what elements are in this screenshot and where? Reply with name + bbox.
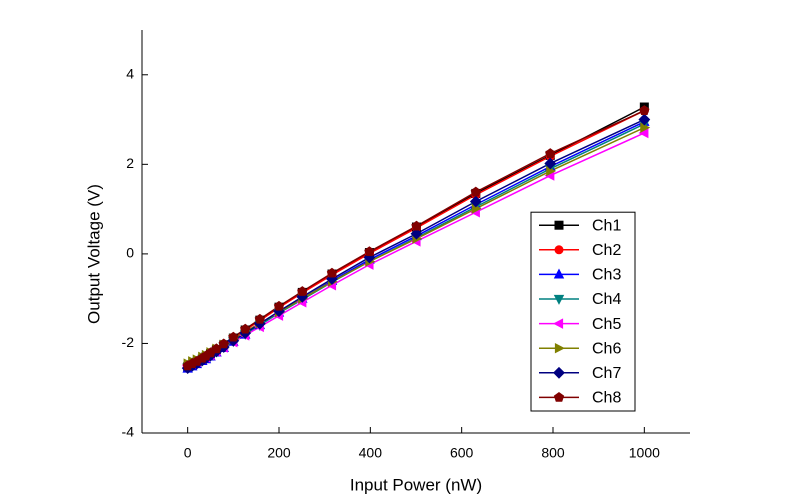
y-tick-label: 4 [126, 65, 134, 81]
legend-label: Ch6 [592, 340, 621, 357]
marker [553, 318, 564, 329]
marker [470, 186, 481, 197]
marker [545, 148, 556, 158]
legend-label: Ch4 [592, 291, 621, 308]
marker [554, 245, 564, 255]
legend-label: Ch1 [592, 217, 621, 234]
marker [638, 113, 651, 126]
marker [364, 246, 375, 257]
marker [240, 323, 251, 334]
x-tick-label: 600 [450, 445, 474, 461]
marker [639, 105, 650, 115]
marker [546, 165, 557, 177]
x-axis-title: Input Power (nW) [350, 475, 482, 494]
x-tick-label: 400 [359, 445, 383, 461]
marker [411, 220, 422, 231]
marker [228, 331, 239, 342]
marker [218, 338, 229, 349]
marker [469, 195, 482, 208]
marker [553, 366, 565, 379]
legend-label: Ch7 [592, 365, 621, 382]
legend-label: Ch5 [592, 316, 621, 333]
x-tick-label: 0 [184, 445, 192, 461]
marker [553, 294, 565, 305]
y-tick-label: 2 [126, 155, 134, 171]
marker [297, 286, 308, 296]
marker [553, 391, 565, 402]
legend-label: Ch3 [592, 267, 621, 284]
marker [410, 227, 423, 240]
y-tick-label: -2 [122, 334, 135, 350]
marker [544, 157, 557, 170]
y-tick-label: -4 [122, 424, 135, 440]
marker [554, 220, 564, 230]
marker [553, 268, 565, 279]
x-tick-label: 800 [541, 445, 565, 461]
marker [254, 313, 265, 324]
legend-box [530, 211, 636, 412]
legend-label: Ch2 [592, 242, 621, 259]
marker [554, 342, 565, 354]
x-tick-label: 200 [267, 445, 291, 461]
y-axis-title: Output Voltage (V) [84, 184, 103, 324]
marker [640, 122, 651, 133]
legend-label: Ch8 [592, 390, 621, 407]
marker [273, 300, 285, 311]
x-tick-label: 1000 [629, 445, 660, 461]
y-tick-label: 0 [126, 245, 134, 261]
marker [326, 267, 338, 278]
